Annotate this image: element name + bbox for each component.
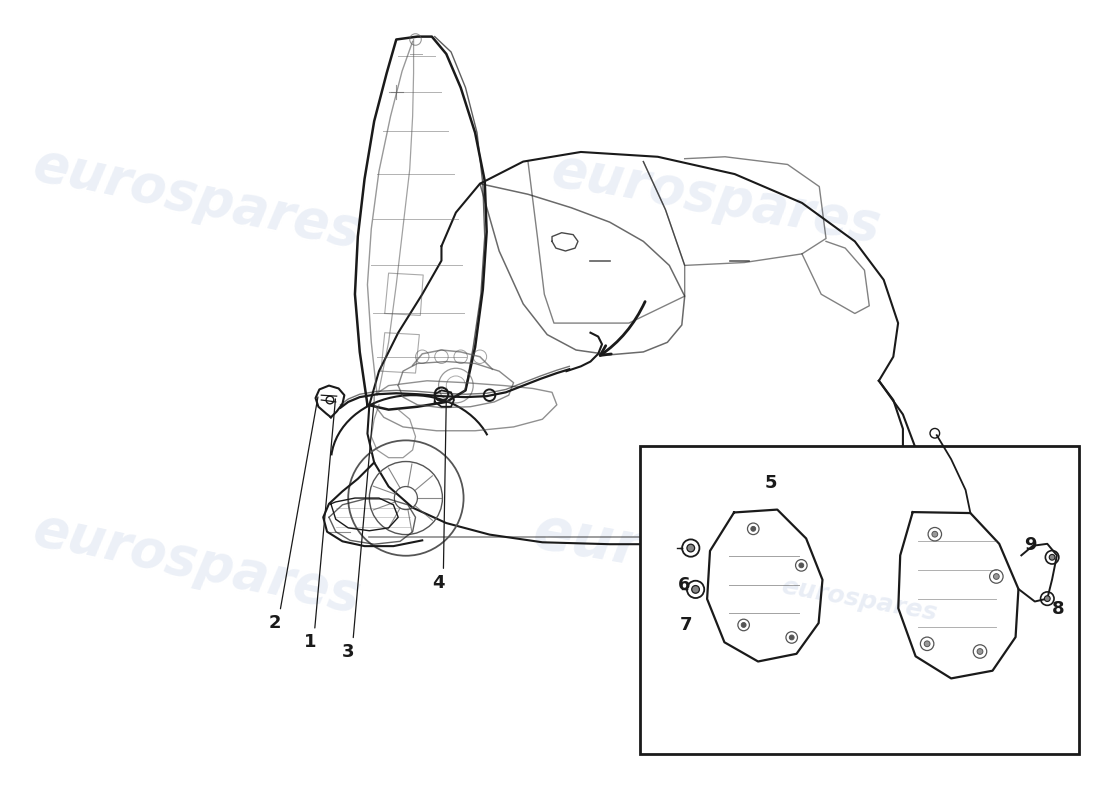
- Circle shape: [993, 574, 999, 579]
- Text: 1: 1: [304, 634, 316, 651]
- Circle shape: [741, 622, 746, 627]
- Circle shape: [686, 544, 694, 552]
- Text: eurospares: eurospares: [28, 503, 365, 623]
- Text: 5: 5: [764, 474, 777, 492]
- Text: 2: 2: [268, 614, 282, 632]
- Text: 6: 6: [678, 575, 691, 594]
- Circle shape: [751, 526, 756, 531]
- Text: eurospares: eurospares: [780, 574, 939, 626]
- Text: eurospares: eurospares: [28, 138, 365, 258]
- Circle shape: [1049, 554, 1055, 560]
- Text: 4: 4: [432, 574, 444, 592]
- Circle shape: [799, 563, 804, 568]
- Text: 7: 7: [680, 615, 692, 634]
- Text: eurospares: eurospares: [547, 143, 884, 253]
- Circle shape: [790, 635, 794, 640]
- Text: 8: 8: [1052, 600, 1064, 618]
- Text: 3: 3: [342, 643, 354, 661]
- Bar: [640, 446, 1079, 754]
- Circle shape: [924, 641, 930, 646]
- Circle shape: [1044, 596, 1050, 602]
- Circle shape: [692, 586, 700, 594]
- Circle shape: [977, 649, 983, 654]
- Text: 9: 9: [1024, 535, 1037, 554]
- Circle shape: [932, 531, 937, 537]
- Text: eurospares: eurospares: [529, 503, 902, 623]
